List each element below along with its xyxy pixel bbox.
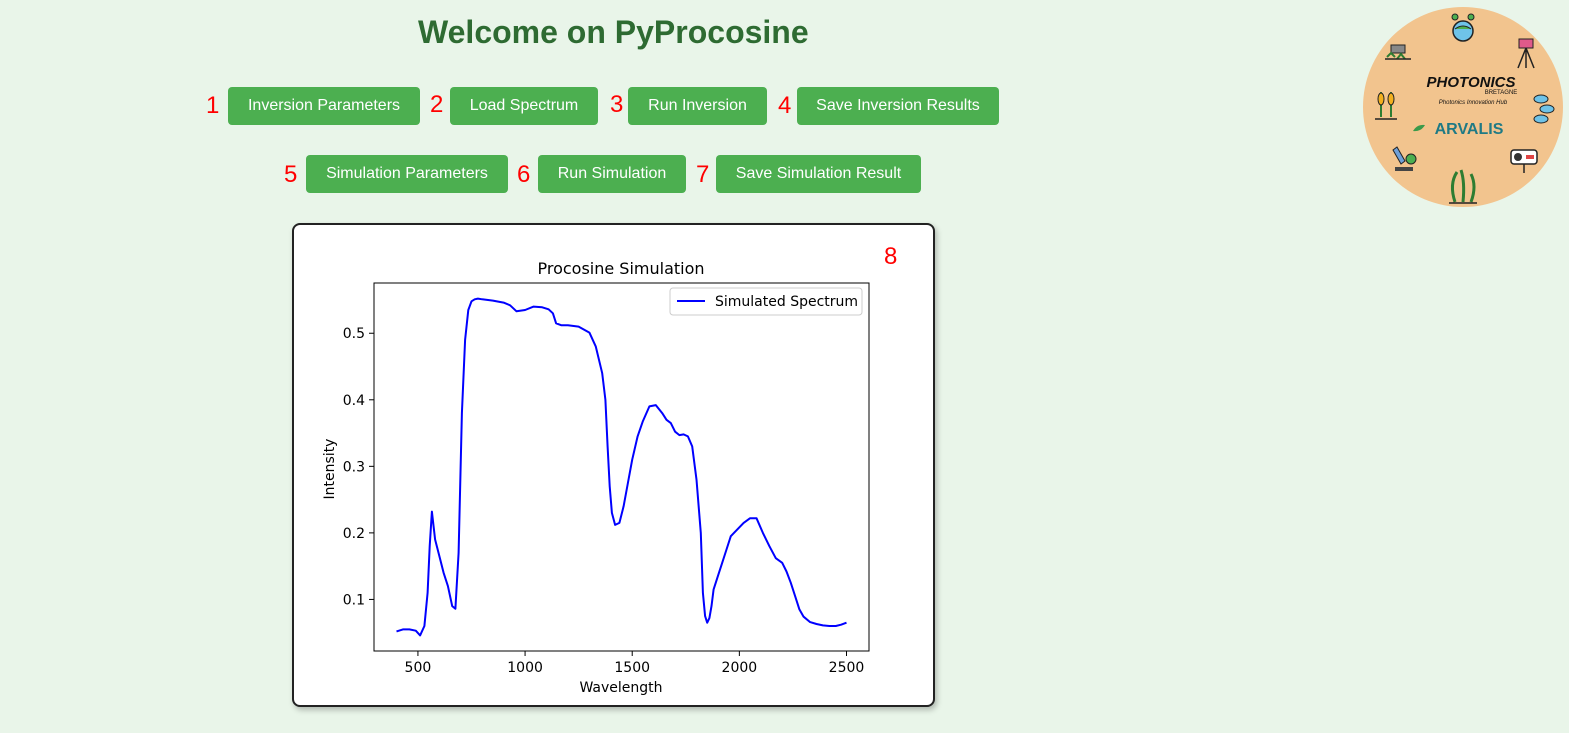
save-inversion-results-button[interactable]: Save Inversion Results	[797, 87, 999, 125]
photonics-logo: PHOTONICS BRETAGNE Photonics Innovation …	[1363, 7, 1563, 207]
chart-title: Procosine Simulation	[537, 259, 704, 278]
seaweed-icon	[1449, 169, 1477, 204]
legend-box	[669, 287, 863, 316]
simulation-parameters-button[interactable]: Simulation Parameters	[306, 155, 508, 193]
y-axis-ticks: 0.1 0.2 0.3 0.4 0.5	[343, 326, 374, 608]
logo-brand-sub-text: BRETAGNE	[1485, 90, 1518, 96]
chart-panel: Procosine Simulation Wavelength Intensit…	[292, 223, 935, 707]
y-axis-label: Intensity	[322, 439, 338, 500]
y-tick-label: 0.5	[343, 326, 365, 342]
step-number-3: 3	[610, 91, 624, 118]
load-spectrum-button[interactable]: Load Spectrum	[450, 87, 598, 125]
x-tick-label: 500	[405, 660, 432, 676]
step-number-1: 1	[206, 92, 220, 119]
microscope-icon	[1392, 146, 1417, 171]
x-axis-ticks: 500 1000 1500 2000 2500	[405, 651, 865, 676]
camera-device-icon	[1510, 149, 1538, 173]
step-number-7: 7	[696, 161, 710, 188]
page-title: Welcome on PyProcosine	[418, 14, 809, 50]
logo-partner-text: ARVALIS	[1435, 121, 1504, 138]
legend: Simulated Spectrum	[669, 287, 863, 316]
y-tick-label: 0.3	[343, 459, 365, 475]
series-line-simulated-spectrum	[396, 297, 847, 637]
logo-brand-text: PHOTONICS	[1427, 74, 1516, 91]
globe-plants-icon	[1451, 13, 1475, 42]
x-tick-label: 2500	[829, 660, 865, 676]
legend-label: Simulated Spectrum	[715, 294, 858, 310]
logo-tagline-text: Photonics Innovation Hub	[1439, 100, 1508, 106]
x-axis-label: Wavelength	[579, 680, 662, 696]
step-number-5: 5	[284, 161, 298, 188]
run-inversion-button[interactable]: Run Inversion	[628, 87, 767, 125]
run-simulation-button[interactable]: Run Simulation	[538, 155, 686, 193]
corn-plants-icon	[1375, 92, 1397, 120]
inversion-parameters-button[interactable]: Inversion Parameters	[228, 87, 420, 125]
y-tick-label: 0.1	[343, 592, 365, 608]
save-simulation-result-button[interactable]: Save Simulation Result	[716, 155, 921, 193]
procosine-simulation-chart: Procosine Simulation Wavelength Intensit…	[322, 259, 870, 696]
y-tick-label: 0.4	[343, 393, 365, 409]
y-tick-label: 0.2	[343, 526, 365, 542]
x-tick-label: 1500	[614, 660, 650, 676]
arvalis-leaf-icon	[1413, 124, 1425, 132]
step-number-6: 6	[517, 161, 531, 188]
fish-icon	[1533, 94, 1555, 124]
x-tick-label: 1000	[507, 660, 543, 676]
step-number-8: 8	[884, 243, 898, 270]
step-number-2: 2	[430, 91, 444, 118]
tripod-sensor-icon	[1517, 38, 1535, 69]
drone-field-icon	[1385, 44, 1411, 60]
step-number-4: 4	[778, 92, 792, 119]
x-tick-label: 2000	[722, 660, 758, 676]
